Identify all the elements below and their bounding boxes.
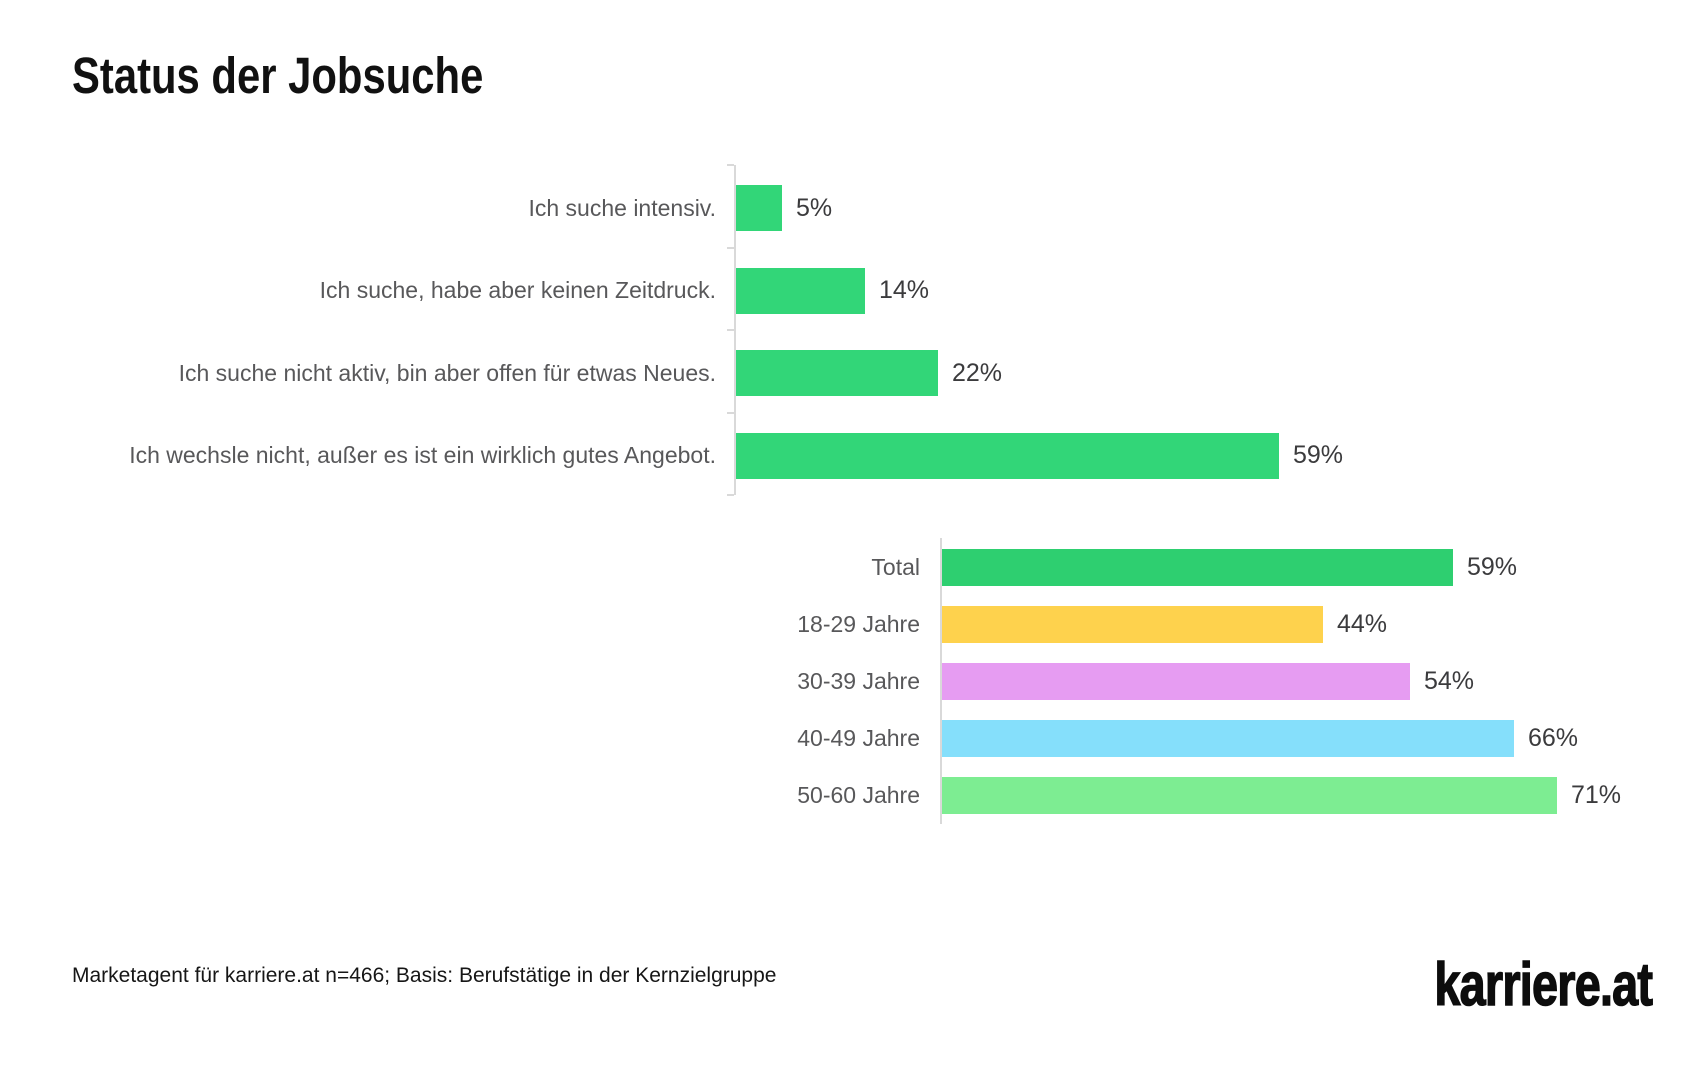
data-bar [942,663,1410,700]
category-label: 50-60 Jahre [797,782,920,808]
category-label: 30-39 Jahre [797,668,920,694]
data-bar [942,720,1514,757]
axis-tick [727,246,734,249]
source-note: Marketagent für karriere.at n=466; Basis… [72,964,777,987]
value-label: 59% [1467,553,1518,581]
value-label: 66% [1528,724,1579,752]
data-bar [736,432,1279,479]
data-bar [942,549,1453,586]
category-label: Ich suche intensiv. [528,194,716,221]
value-label: 22% [952,358,1003,387]
axis-tick [727,411,734,414]
value-label: 71% [1571,781,1622,809]
category-label: Ich suche nicht aktiv, bin aber offen fü… [178,359,716,386]
axis-tick [727,494,734,496]
category-label: Ich wechsle nicht, außer es ist ein wirk… [129,442,716,468]
value-label: 14% [879,276,930,304]
axis-tick [727,164,734,166]
value-label: 59% [1293,441,1344,469]
category-label: 40-49 Jahre [797,725,920,751]
category-label: Total [871,554,920,580]
data-bar [942,777,1557,814]
value-label: 54% [1424,667,1475,695]
y-axis-line [940,538,942,824]
data-bar [736,350,938,396]
karriere-at-logo: karriere.at [1434,950,1654,1019]
y-axis-line [734,165,736,495]
value-label: 5% [796,193,833,222]
data-bar [942,606,1323,643]
category-label: Ich suche, habe aber keinen Zeitdruck. [319,277,716,303]
value-label: 44% [1337,610,1388,638]
data-bar [736,267,865,314]
data-bar [736,185,782,231]
axis-tick [727,329,734,331]
page-title: Status der Jobsuche [72,47,484,104]
category-label: 18-29 Jahre [797,611,920,637]
